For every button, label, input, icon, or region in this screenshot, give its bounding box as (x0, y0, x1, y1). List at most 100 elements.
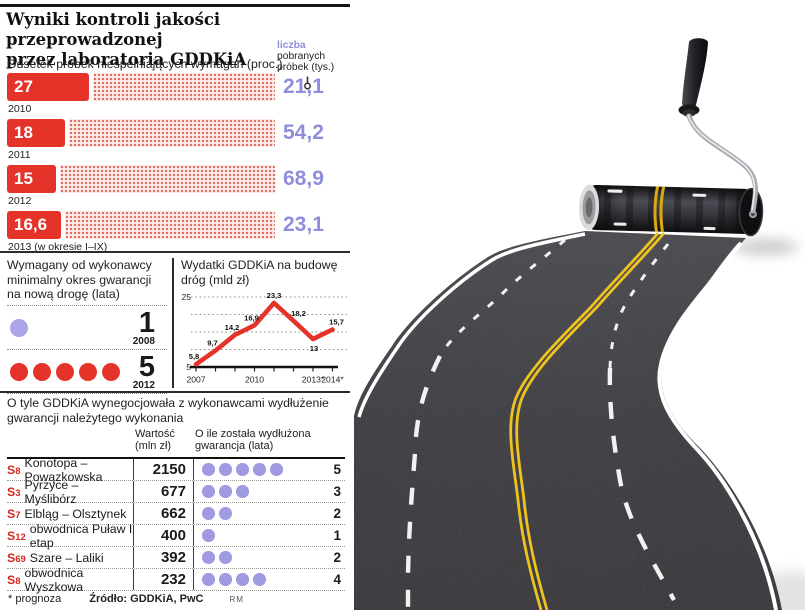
extension-years-value: 2 (333, 506, 341, 521)
section-divider (0, 391, 350, 394)
guarantee-dot (10, 318, 28, 337)
sample-bar-row: 18 54,2 2011 (7, 119, 352, 165)
paint-roller (579, 184, 764, 237)
extension-dot (236, 463, 249, 476)
road-name-cell: S8 Konotopa – Powązkowska (7, 456, 134, 484)
bar-value-label: 15 (14, 169, 33, 188)
road-code: S3 (7, 484, 21, 499)
bar-dotted-track (93, 73, 275, 101)
down-pointer-icon (304, 76, 311, 90)
footnote: * prognoza (8, 593, 62, 605)
extension-dot (236, 485, 249, 498)
guarantee-dot (56, 362, 74, 381)
spending-line-chart: 25 55,8 9,7 14,2 16,9 23,3 18,2 13 15,7 2007 2010 2… (182, 291, 347, 385)
guarantee-section: Wymagany od wykonawcy minimalny okres gw… (7, 258, 167, 394)
road-code: S8 (7, 462, 21, 477)
samples-bar-chart: 27 21,1 2010 18 54,2 2011 15 68,9 2012 16,6 23,1 20… (7, 73, 352, 257)
value-cell: 662 (134, 503, 194, 524)
bar-fill: 18 (7, 119, 65, 147)
samples-count-value: 21,1 (283, 75, 324, 98)
svg-text:18,2: 18,2 (291, 309, 306, 318)
extension-dot (202, 529, 215, 542)
extension-cell: 2 (194, 547, 345, 568)
bar-year-label: 2011 (8, 149, 31, 161)
extension-dot (219, 551, 232, 564)
handle-grip (682, 38, 708, 110)
value-cell: 677 (134, 481, 194, 502)
table-row: S7 Elbląg – Olsztynek 662 2 (7, 503, 345, 525)
value-cell: 232 (134, 569, 194, 590)
bar-value-label: 27 (14, 77, 33, 96)
samples-count-label-accent: liczba (277, 40, 306, 51)
svg-text:25: 25 (182, 292, 192, 302)
road-edge-line-right (657, 241, 778, 610)
column-header-years: O ile została wydłużona gwarancja (lata) (195, 428, 311, 452)
guarantee-title: Wymagany od wykonawcy minimalny okres gw… (7, 258, 152, 301)
value-cell: 2150 (134, 459, 194, 480)
bar-year-label: 2012 (8, 195, 32, 207)
samples-count-value: 54,2 (283, 121, 324, 144)
negotiations-table: S8 Konotopa – Powązkowska 2150 5 S3 Pyrzyce –… (7, 456, 345, 594)
road-lane-dashes (405, 238, 676, 610)
sample-bar-row: 16,6 23,1 2013 (w okresie I–IX) (7, 211, 352, 257)
guarantee-dot (10, 362, 28, 381)
extension-dot (202, 551, 215, 564)
negotiations-title: O tyle GDDKiA wynegocjowała z wykonawcam… (7, 396, 329, 425)
samples-chart-title: Odsetek próbek niespełniających wymagań … (7, 57, 283, 71)
samples-count-value: 23,1 (283, 213, 324, 236)
sample-bar-row: 27 21,1 2010 (7, 73, 352, 119)
extension-dot (236, 573, 249, 586)
roller-shadow (734, 239, 798, 255)
svg-text:16,9: 16,9 (244, 313, 259, 322)
svg-text:5: 5 (186, 362, 191, 372)
bar-year-label: 2010 (8, 103, 32, 115)
road-code: S7 (7, 506, 21, 521)
samples-count-label: liczba pobranych próbek (tys.) (277, 40, 349, 90)
extension-cell: 4 (194, 569, 345, 590)
road-center-yellow-line (509, 232, 666, 610)
road-name-cell: S69 Szare – Laliki (7, 547, 134, 568)
road-name: Konotopa – Powązkowska (24, 455, 103, 484)
road-code: S8 (7, 572, 21, 587)
footer: * prognoza Źródło: GDDKiA, PwC RM (8, 593, 244, 605)
bar-dotted-track (69, 119, 275, 147)
samples-count-label-rest: pobranych próbek (tys.) (277, 51, 335, 73)
bar-fill: 27 (7, 73, 89, 101)
road-name: obwodnica Wyszkowa (24, 565, 84, 594)
svg-text:2010: 2010 (245, 375, 264, 385)
road-paint-roller-illustration (354, 38, 805, 610)
bar-dotted-track (65, 211, 275, 239)
svg-text:23,3: 23,3 (267, 291, 282, 300)
extension-years-value: 1 (333, 528, 341, 543)
extension-years-value: 4 (333, 572, 341, 587)
guarantee-year-label: 2012 (132, 379, 155, 391)
road-name-cell: S8 obwodnica Wyszkowa (7, 566, 134, 594)
extension-dot (202, 463, 215, 476)
svg-text:13: 13 (310, 344, 318, 353)
table-row: S3 Pyrzyce – Myślibórz 677 3 (7, 478, 345, 506)
roller-white-dashes (607, 189, 716, 231)
spending-title: Wydatki GDDKiA na budowę dróg (mld zł) (181, 258, 338, 287)
page-title-line2: przez laboratoria GDDKiA (6, 50, 247, 69)
road-name: Szare – Laliki (29, 550, 104, 565)
extension-years-value: 3 (333, 484, 341, 499)
guarantee-dot (102, 362, 120, 381)
top-rule (0, 4, 350, 7)
svg-text:14,2: 14,2 (225, 323, 240, 332)
extension-cell: 5 (194, 459, 345, 480)
extension-cell: 3 (194, 481, 345, 502)
svg-text:9,7: 9,7 (207, 339, 218, 348)
road-name: Elbląg – Olsztynek (24, 506, 127, 521)
svg-text:2007: 2007 (186, 375, 205, 385)
guarantee-dot (33, 362, 51, 381)
extension-dot (202, 485, 215, 498)
extension-years-value: 5 (333, 462, 341, 477)
vertical-divider (172, 258, 174, 388)
value-cell: 392 (134, 547, 194, 568)
guarantee-pictogram: 1 2008 5 2012 (7, 304, 167, 394)
extension-dot (253, 463, 266, 476)
extension-cell: 1 (194, 525, 345, 546)
source-credit: Źródło: GDDKiA, PwC (89, 593, 204, 605)
road-edge-line-left (357, 232, 586, 418)
